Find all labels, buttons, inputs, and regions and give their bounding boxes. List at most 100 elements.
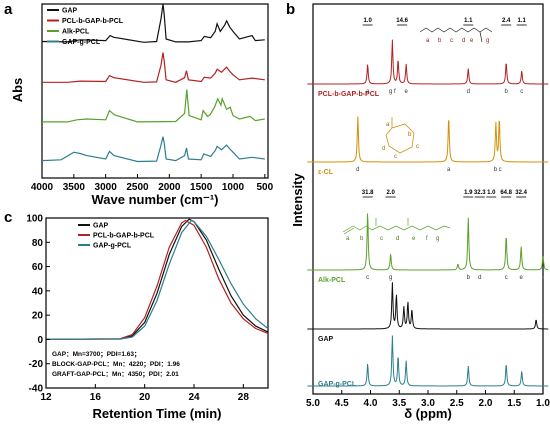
ftir-series-line — [41, 136, 265, 163]
nmr-x-tick-label: 4.0 — [364, 398, 378, 409]
nmr-spectrum-name: GAP-g-PCL — [318, 381, 357, 388]
nmr-integral-value: 1.0 — [487, 190, 496, 196]
gpc-series-line — [45, 219, 269, 340]
gpc-annotation: GRAFT-GAP-PCL：Mn：4350；PDI：2.01 — [52, 371, 179, 378]
nmr-peak-label: a — [447, 167, 451, 173]
structure-position-letter: e — [412, 236, 416, 242]
nmr-integral-value: 31.8 — [362, 190, 374, 196]
nmr-spectrum-line — [307, 335, 549, 387]
nmr-integral-value: 1.1 — [518, 18, 527, 24]
nmr-integral-value: 1.9 — [464, 190, 473, 196]
gpc-x-axis-label: Retention Time (min) — [92, 406, 221, 421]
ftir-legend-label: GAP — [62, 8, 78, 15]
ftir-x-tick-label: 2000 — [158, 182, 181, 193]
ftir-series-line — [42, 52, 265, 83]
ftir-x-tick-label: 2500 — [126, 182, 149, 193]
nmr-integral-value: 2.0 — [386, 190, 395, 196]
nmr-peak-label: d — [356, 167, 359, 173]
gpc-series-line — [45, 219, 269, 340]
panel-a-label: a — [4, 1, 13, 18]
panel-c-label: c — [4, 209, 12, 226]
nmr-peak-label: c — [505, 275, 508, 281]
nmr-peak-label: c — [366, 275, 369, 281]
gpc-x-tick-label: 28 — [238, 392, 250, 403]
gpc-x-tick-label: 24 — [188, 392, 200, 403]
nmr-integral-value: 32.4 — [515, 190, 527, 196]
ftir-legend-label: PCL-b-GAP-b-PCL — [62, 18, 124, 25]
nmr-integral-value: 14.6 — [396, 18, 408, 24]
gpc-legend-label: PCL-b-GAP-b-PCL — [93, 233, 155, 240]
nmr-peak-label: g f — [389, 89, 396, 95]
nmr-integral-value: 32.3 — [474, 190, 486, 196]
nmr-peak-label: c — [520, 89, 523, 95]
structure-position-letter: b — [438, 38, 442, 44]
ftir-x-tick-label: 3000 — [95, 182, 118, 193]
nmr-x-tick-label: 3.0 — [421, 398, 435, 409]
structure-position-letter: d — [382, 146, 385, 152]
structure-position-letter: b — [360, 236, 364, 242]
gpc-annotation: BLOCK-GAP-PCL：Mn：4220；PDI：1.96 — [52, 361, 180, 368]
nmr-spectrum-line — [307, 282, 549, 330]
ftir-x-axis-label: Wave number (cm⁻¹) — [91, 192, 218, 207]
structure-position-letter: a — [386, 122, 390, 128]
structure-position-letter: d — [396, 236, 399, 242]
gpc-annotation: GAP：Mn=3700；PDI=1.63； — [52, 351, 141, 358]
nmr-spectrum-name: Alk-PCL — [318, 277, 346, 284]
structure-position-letter: f — [426, 236, 428, 242]
block-copolymer-structure — [419, 27, 493, 43]
nmr-x-tick-label: 4.5 — [335, 398, 349, 409]
nmr-x-tick-label: 5.0 — [306, 398, 320, 409]
nmr-x-tick-label: 2.5 — [450, 398, 464, 409]
panel-b-label: b — [286, 1, 295, 18]
gpc-y-tick-label: 40 — [32, 286, 44, 297]
e-caprolactone-ring — [385, 117, 415, 154]
nmr-spectrum-name: PCL-b-GAP-b-PCL — [318, 91, 380, 98]
nmr-spectrum-name: ε-CL — [318, 169, 334, 176]
structure-position-letter: c — [450, 38, 453, 44]
structure-position-letter: c — [394, 154, 397, 160]
gpc-y-tick-label: 60 — [32, 262, 44, 273]
nmr-spectrum-line — [307, 39, 549, 85]
nmr-plot-frame — [312, 3, 544, 395]
nmr-x-tick-label: 1.0 — [536, 398, 550, 409]
nmr-panel: 5.0 4.5 4.0 3.5 3.0 2.5 2.0 1.5 1.0 PCL-b-GAP-b-… — [290, 3, 550, 421]
nmr-peak-label: a — [366, 89, 370, 95]
ftir-x-tick-label: 500 — [256, 182, 273, 193]
nmr-x-axis-label: δ (ppm) — [404, 406, 452, 421]
gpc-plot-frame — [45, 217, 269, 389]
nmr-integral-value: 2.4 — [502, 18, 511, 24]
ftir-x-tick-label: 1500 — [190, 182, 213, 193]
ftir-x-tick-label: 3500 — [63, 182, 86, 193]
ftir-legend-label: GAP-g-PCL — [62, 39, 101, 46]
structure-position-letter: e — [470, 38, 474, 44]
gpc-y-tick-label: -40 — [29, 384, 44, 395]
nmr-peak-label: b c — [494, 167, 502, 173]
ftir-plot-frame — [41, 3, 269, 179]
nmr-peak-label: d — [478, 275, 481, 281]
alk-pcl-structure — [342, 218, 451, 235]
nmr-peak-label: e — [404, 89, 408, 95]
gpc-x-tick-label: 16 — [90, 392, 102, 403]
structure-position-letter: a — [346, 236, 350, 242]
nmr-peak-label: b — [505, 89, 509, 95]
nmr-spectrum-line — [307, 116, 549, 163]
structure-position-letter: g — [486, 38, 489, 44]
gpc-panel: 12 16 20 24 28 100 80 60 40 20 0 -20 -40 GAP PCL-b-GA… — [26, 214, 269, 421]
nmr-integral-value: 1.0 — [363, 18, 372, 24]
gpc-y-tick-label: 100 — [26, 214, 43, 225]
gpc-x-tick-label: 20 — [139, 392, 151, 403]
gpc-series-line — [45, 218, 269, 340]
ftir-panel: 4000 3500 3000 2500 2000 1500 1000 500 GAP PCL-b… — [10, 3, 274, 207]
ftir-y-axis-label: Abs — [10, 78, 25, 103]
gpc-x-tick-label: 12 — [40, 392, 52, 403]
nmr-x-tick-label: 2.0 — [479, 398, 493, 409]
nmr-peak-label: g — [389, 275, 392, 281]
ftir-x-tick-label: 1000 — [222, 182, 245, 193]
structure-position-letter: c — [416, 144, 419, 150]
gpc-y-tick-label: 80 — [32, 238, 44, 249]
nmr-integral-value: 64.8 — [500, 190, 512, 196]
ftir-legend-label: Alk-PCL — [62, 29, 90, 36]
structure-position-letter: d — [462, 38, 465, 44]
gpc-y-tick-label: -20 — [29, 359, 44, 370]
